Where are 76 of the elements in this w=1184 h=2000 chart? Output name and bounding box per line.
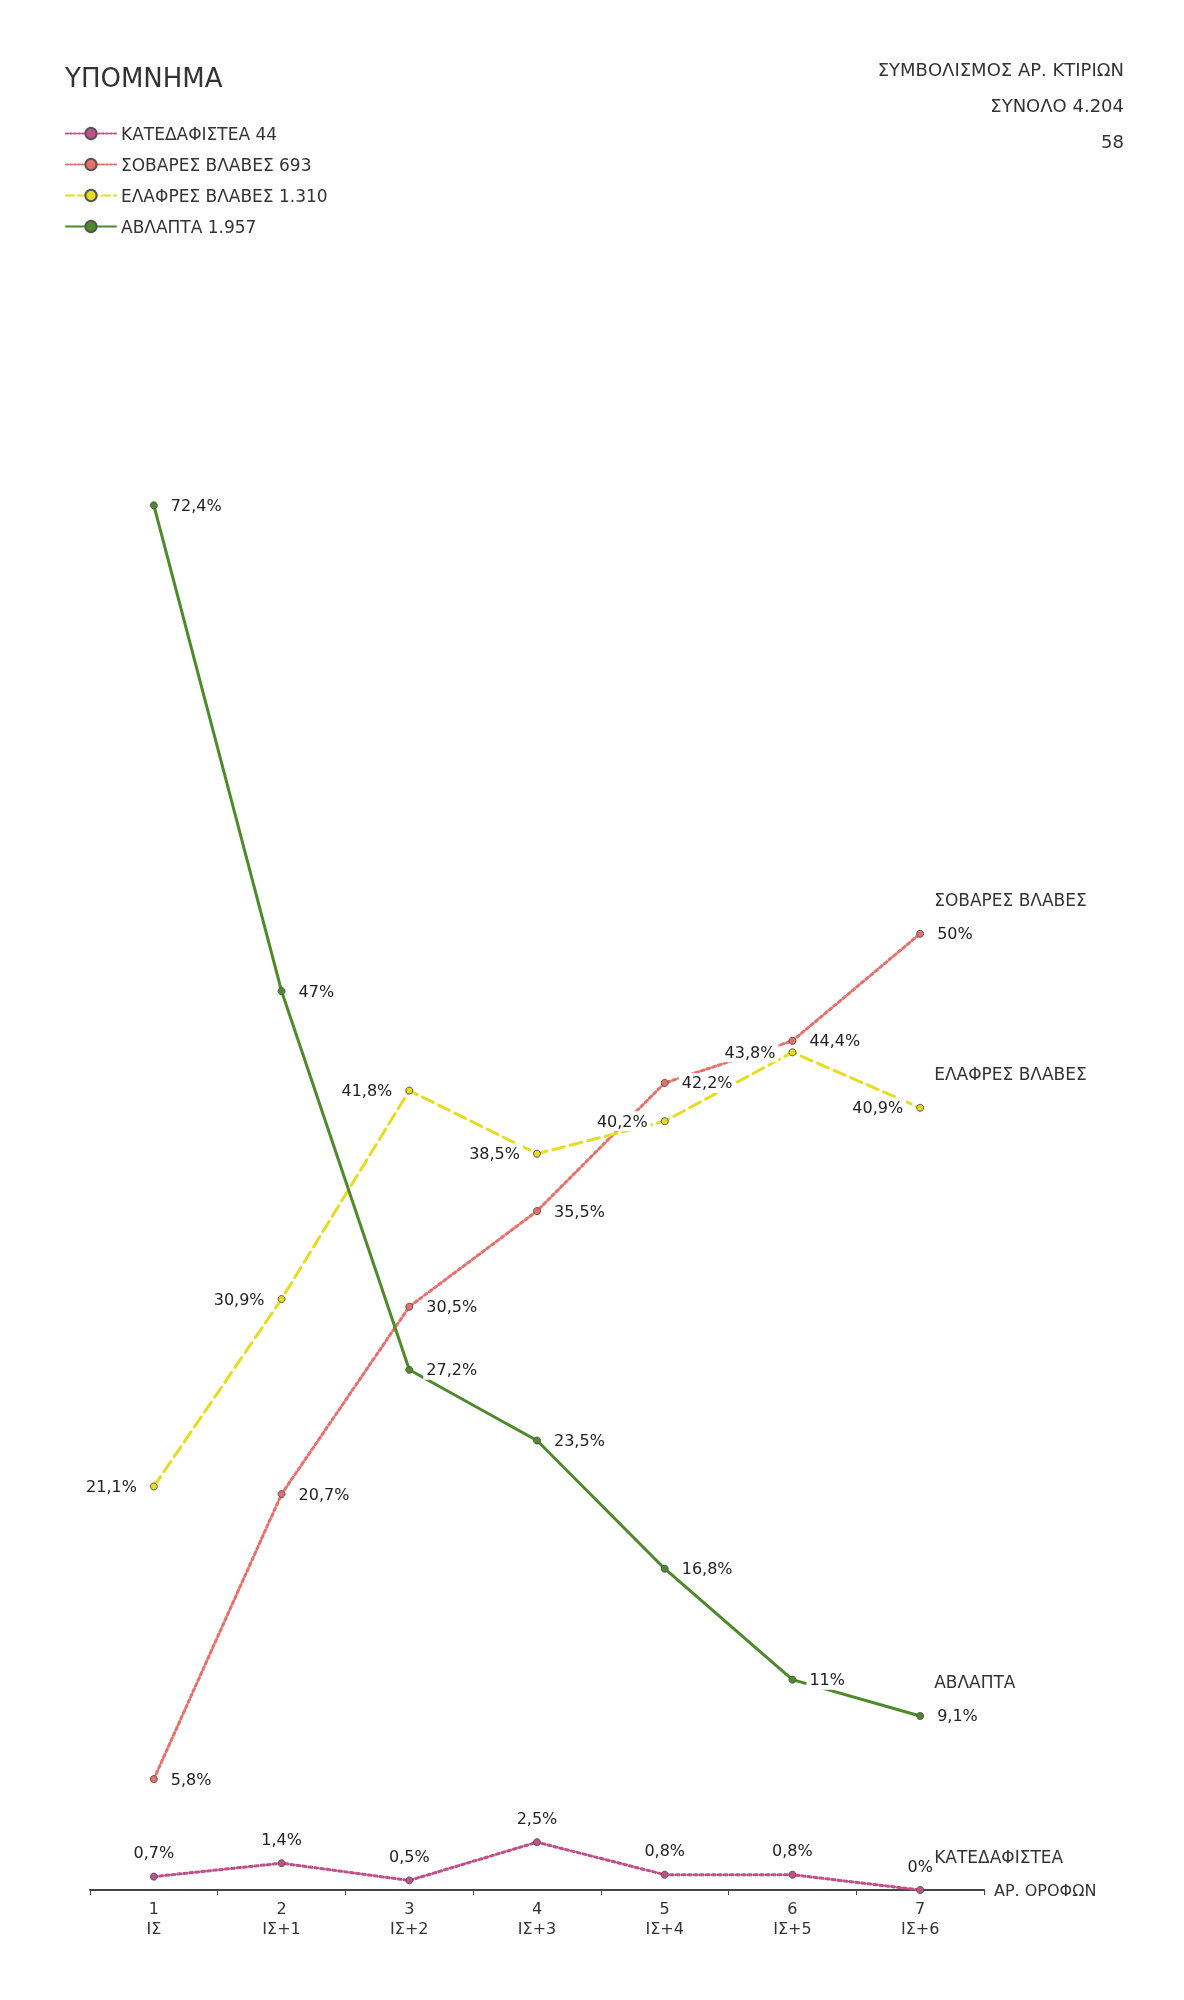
point — [405, 1086, 414, 1095]
data-label: 40,2% — [596, 1111, 648, 1131]
x-tick-label: 7 ΙΣ+6 — [900, 1898, 940, 1938]
data-label: 30,5% — [426, 1297, 478, 1317]
point — [533, 1838, 541, 1847]
annotation: ΣΟΒΑΡΕΣ ΒΛΑΒΕΣ — [934, 890, 1087, 911]
point — [788, 1675, 797, 1684]
legend-label: ΕΛΑΦΡΕΣ ΒΛΑΒΕΣ 1.310 — [121, 185, 328, 206]
data-label: 0% — [907, 1856, 933, 1876]
data-label: 43,8% — [724, 1042, 776, 1062]
data-label: 16,8% — [681, 1559, 733, 1579]
data-label: 44,4% — [809, 1031, 861, 1051]
point — [788, 1870, 797, 1879]
point — [788, 1048, 797, 1057]
point — [149, 501, 158, 510]
data-label: 1,4% — [261, 1829, 302, 1849]
x-tick-label: 2 ΙΣ+1 — [262, 1898, 301, 1938]
x-tick-label: 5 ΙΣ+4 — [645, 1898, 684, 1938]
point — [277, 987, 286, 996]
annotation: ΚΑΤΕΔΑΦΙΣΤΕΑ — [934, 1846, 1064, 1867]
point — [660, 1117, 669, 1126]
data-label: 0,5% — [388, 1846, 430, 1866]
annotation: ΑΒΛΑΠΤΑ — [934, 1672, 1016, 1693]
point — [149, 1482, 158, 1491]
legend-title: ΥΠΟΜΝΗΜΑ — [64, 63, 223, 93]
data-label: 50% — [937, 924, 973, 944]
text: ΣΥΜΒΟΛΙΣΜΟΣ ΑΡ. ΚΤΙΡΙΩΝ — [877, 58, 1125, 80]
data-label: 72,4% — [170, 495, 222, 515]
data-label: 41,8% — [341, 1081, 393, 1101]
x-axis-title: ΑΡ. ΟΡΟΦΩΝ — [994, 1880, 1097, 1900]
point — [533, 1207, 541, 1216]
data-label: 47% — [298, 981, 335, 1001]
data-label: 21,1% — [86, 1476, 137, 1496]
data-label: 5,8% — [170, 1769, 212, 1789]
point — [533, 1436, 541, 1445]
point — [277, 1859, 286, 1868]
data-label: 42,2% — [681, 1073, 733, 1093]
point — [788, 1036, 797, 1045]
data-label: 30,9% — [213, 1289, 265, 1309]
legend-label: ΚΑΤΕΔΑΦΙΣΤΕΑ 44 — [121, 123, 278, 144]
data-label: 27,2% — [426, 1360, 478, 1380]
data-label: 2,5% — [516, 1808, 558, 1828]
point — [533, 1149, 541, 1158]
text: 58 — [1101, 130, 1124, 152]
point — [916, 1711, 925, 1720]
point — [405, 1365, 414, 1374]
point — [660, 1564, 669, 1573]
data-label: 20,7% — [298, 1484, 350, 1504]
point — [916, 929, 925, 938]
point — [405, 1876, 414, 1885]
point — [149, 1872, 158, 1881]
point — [916, 1886, 925, 1894]
point — [916, 1103, 925, 1112]
x-tick-label: 4 ΙΣ+3 — [517, 1898, 557, 1938]
data-label: 0,8% — [772, 1841, 813, 1861]
point — [277, 1295, 286, 1304]
data-label: 9,1% — [937, 1706, 978, 1726]
point — [277, 1490, 286, 1499]
data-label: 35,5% — [554, 1201, 605, 1221]
point — [149, 1775, 158, 1784]
legend-label: ΣΟΒΑΡΕΣ ΒΛΑΒΕΣ 693 — [121, 154, 312, 175]
data-label: 0,8% — [644, 1841, 686, 1861]
x-tick-label: 1 ΙΣ — [146, 1898, 162, 1938]
annotation: ΕΛΑΦΡΕΣ ΒΛΑΒΕΣ — [934, 1064, 1087, 1085]
point — [660, 1078, 669, 1087]
data-label: 38,5% — [469, 1144, 520, 1164]
data-label: 11% — [809, 1670, 845, 1690]
data-label: 23,5% — [554, 1431, 605, 1451]
point — [660, 1870, 669, 1879]
data-label: 0,7% — [133, 1843, 175, 1863]
data-label: 40,9% — [852, 1098, 904, 1118]
point — [405, 1302, 414, 1311]
x-tick-label: 3 ΙΣ+2 — [390, 1898, 429, 1938]
x-tick-label: 6 ΙΣ+5 — [773, 1898, 812, 1938]
legend-label: ΑΒΛΑΠΤΑ 1.957 — [121, 216, 257, 237]
text: ΣΥΝΟΛΟ 4.204 — [990, 94, 1124, 116]
